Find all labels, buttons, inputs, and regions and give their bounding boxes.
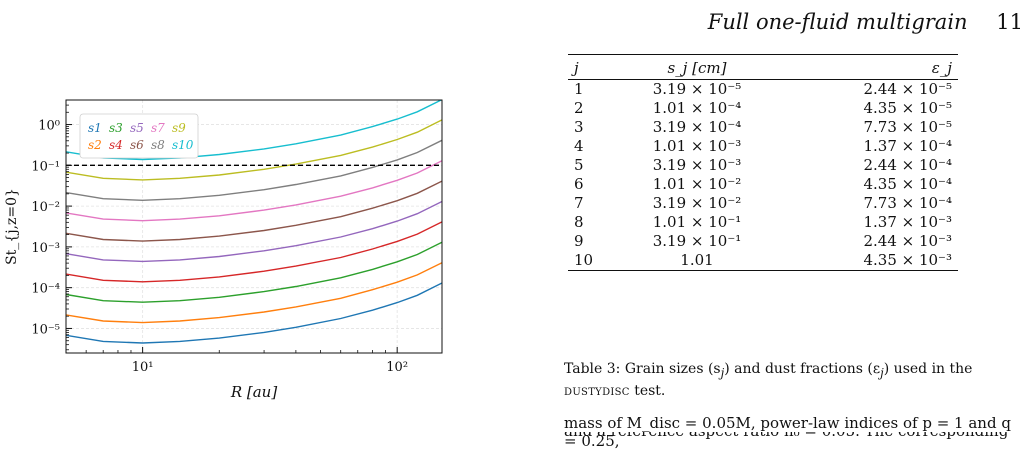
cell-grain-size: 1.01 × 10⁻¹ bbox=[652, 213, 742, 231]
y-tick-label: 10⁻⁴ bbox=[31, 282, 60, 297]
table-body: 1 3.19 × 10⁻⁵ 2.44 × 10⁻⁵ 2 1.01 × 10⁻⁴ 4.35 … bbox=[568, 80, 958, 271]
table-row: 9 3.19 × 10⁻¹ 2.44 × 10⁻³ bbox=[568, 232, 958, 251]
page-number: 11 bbox=[996, 10, 1023, 34]
series-line-s10 bbox=[66, 100, 442, 161]
table-row: 5 3.19 × 10⁻³ 2.44 × 10⁻⁴ bbox=[568, 156, 958, 175]
legend-entry-s8: s8 bbox=[151, 138, 165, 152]
legend-box bbox=[79, 113, 199, 159]
series-line-s1 bbox=[66, 282, 442, 344]
table-header-row: j s_j [cm] ε_j bbox=[568, 54, 958, 80]
cell-dust-fraction: 4.35 × 10⁻⁵ bbox=[863, 99, 952, 117]
cell-grain-size: 3.19 × 10⁻⁴ bbox=[652, 118, 742, 136]
chart-ticks: 10¹ 10² 10⁻⁵ 10⁻⁴ 10⁻³ 10⁻² 10⁻¹ 10⁰ bbox=[31, 99, 408, 375]
cell-dust-fraction: 7.73 × 10⁻⁵ bbox=[863, 118, 952, 136]
cell-j: 6 bbox=[574, 175, 584, 193]
cell-grain-size: 1.01 × 10⁻² bbox=[652, 175, 742, 193]
caption-sub: j bbox=[720, 365, 725, 380]
series-line-s3 bbox=[66, 241, 442, 303]
caption-smallcaps: dustydisc bbox=[564, 382, 630, 399]
legend-entry-s4: s4 bbox=[109, 138, 123, 152]
plot-frame bbox=[65, 99, 443, 354]
x-tick-label: 10¹ bbox=[132, 360, 154, 375]
x-axis-label: R [au] bbox=[230, 383, 278, 401]
y-tick-label: 10⁻³ bbox=[31, 241, 60, 256]
cell-dust-fraction: 4.35 × 10⁻³ bbox=[784, 251, 958, 271]
legend-entry-s7: s7 bbox=[151, 121, 165, 135]
series-line-s5 bbox=[66, 200, 442, 263]
cell-dust-fraction: 1.37 × 10⁻³ bbox=[863, 213, 952, 231]
y-tick-label: 10⁰ bbox=[38, 119, 60, 134]
cell-j: 8 bbox=[574, 213, 584, 231]
cell-grain-size: 1.01 × 10⁻⁴ bbox=[652, 99, 742, 117]
y-tick-label: 10⁻² bbox=[31, 200, 60, 215]
cell-grain-size: 3.19 × 10⁻³ bbox=[652, 156, 742, 174]
cell-j: 9 bbox=[574, 232, 584, 250]
cell-dust-fraction: 7.73 × 10⁻⁴ bbox=[863, 194, 952, 212]
cell-grain-size: 3.19 × 10⁻⁵ bbox=[652, 80, 742, 98]
legend-entry-s1: s1 bbox=[88, 121, 102, 135]
header-dust-fraction: ε_j bbox=[931, 59, 952, 77]
y-tick-label: 10⁻¹ bbox=[31, 159, 60, 174]
grain-table: j s_j [cm] ε_j 1 3.19 × 10⁻⁵ 2.44 × 10⁻⁵ 2 1… bbox=[568, 54, 958, 271]
cell-dust-fraction: 2.44 × 10⁻⁵ bbox=[863, 80, 952, 98]
legend-entry-s9: s9 bbox=[172, 121, 186, 135]
running-head: Full one-fluid multigrain 11 bbox=[523, 10, 1023, 34]
table-caption: Table 3: Grain sizes (sj) and dust fract… bbox=[564, 360, 1019, 400]
caption-part: Table 3: Grain sizes (s bbox=[564, 361, 721, 377]
cell-j: 3 bbox=[574, 118, 584, 136]
cell-grain-size: 1.01 × 10⁻³ bbox=[652, 137, 742, 155]
table-row: 4 1.01 × 10⁻³ 1.37 × 10⁻⁴ bbox=[568, 137, 958, 156]
legend-entry-s5: s5 bbox=[130, 121, 144, 135]
cell-dust-fraction: 2.44 × 10⁻⁴ bbox=[863, 156, 952, 174]
legend-entry-s2: s2 bbox=[88, 138, 102, 152]
legend-entry-s10: s10 bbox=[172, 138, 194, 152]
series-line-s9 bbox=[66, 119, 442, 181]
series-line-s4 bbox=[66, 221, 442, 283]
running-head-title: Full one-fluid multigrain bbox=[707, 10, 968, 34]
body-text-cut-line: and a reference aspect ratio h₀ = 0.05. … bbox=[564, 432, 1008, 440]
cell-j: 1 bbox=[574, 80, 584, 98]
cell-dust-fraction: 1.37 × 10⁻⁴ bbox=[863, 137, 952, 155]
caption-part: ) and dust fractions (ε bbox=[724, 361, 881, 377]
caption-part: test. bbox=[629, 382, 666, 399]
cell-dust-fraction: 2.44 × 10⁻³ bbox=[863, 232, 952, 250]
grain-table-wrapper: j s_j [cm] ε_j 1 3.19 × 10⁻⁵ 2.44 × 10⁻⁵ 2 1… bbox=[568, 54, 958, 271]
chart-legend: s1 s3 s5 s7 s9 s2 s4 s6 s8 s10 bbox=[79, 113, 199, 159]
cell-grain-size: 3.19 × 10⁻¹ bbox=[652, 232, 742, 250]
x-tick-label: 10² bbox=[386, 360, 408, 375]
cell-j: 5 bbox=[574, 156, 584, 174]
cell-dust-fraction: 4.35 × 10⁻⁴ bbox=[863, 175, 952, 193]
series-line-s2 bbox=[66, 262, 442, 324]
cell-grain-size: 3.19 × 10⁻² bbox=[652, 194, 742, 212]
header-grain-size: s_j [cm] bbox=[667, 59, 727, 77]
series-line-s8 bbox=[66, 139, 442, 202]
table-row: 6 1.01 × 10⁻² 4.35 × 10⁻⁴ bbox=[568, 175, 958, 194]
table-row: 1 3.19 × 10⁻⁵ 2.44 × 10⁻⁵ bbox=[568, 80, 958, 100]
legend-entry-s6: s6 bbox=[130, 138, 144, 152]
cell-grain-size: 1.01 bbox=[610, 251, 784, 271]
y-tick-label: 10⁻⁵ bbox=[31, 322, 60, 337]
series-line-s7 bbox=[66, 160, 442, 222]
body-text-cut: and a reference aspect ratio h₀ = 0.05. … bbox=[564, 432, 1019, 440]
cell-j: 2 bbox=[574, 99, 584, 117]
table-row: 10 1.01 4.35 × 10⁻³ bbox=[568, 251, 958, 271]
chart-axis-labels: R [au] St_{j,z=0} bbox=[4, 188, 277, 401]
header-j: j bbox=[574, 59, 579, 77]
cell-j: 7 bbox=[574, 194, 584, 212]
table-row: 2 1.01 × 10⁻⁴ 4.35 × 10⁻⁵ bbox=[568, 99, 958, 118]
table-row: 8 1.01 × 10⁻¹ 1.37 × 10⁻³ bbox=[568, 213, 958, 232]
table-row: 3 3.19 × 10⁻⁴ 7.73 × 10⁻⁵ bbox=[568, 118, 958, 137]
caption-sub: j bbox=[880, 365, 884, 380]
cell-j: 4 bbox=[574, 137, 584, 155]
caption-part: ) used in the bbox=[883, 361, 973, 377]
stokes-number-chart: 10¹ 10² 10⁻⁵ 10⁻⁴ 10⁻³ 10⁻² 10⁻¹ 10⁰ s1 s3 s5 s7 s9… bbox=[0, 84, 460, 404]
cell-j: 10 bbox=[568, 251, 610, 271]
y-axis-label: St_{j,z=0} bbox=[4, 188, 20, 265]
table-row: 7 3.19 × 10⁻² 7.73 × 10⁻⁴ bbox=[568, 194, 958, 213]
series-line-s6 bbox=[66, 180, 442, 242]
chart-series bbox=[66, 100, 442, 344]
legend-entry-s3: s3 bbox=[109, 121, 123, 135]
